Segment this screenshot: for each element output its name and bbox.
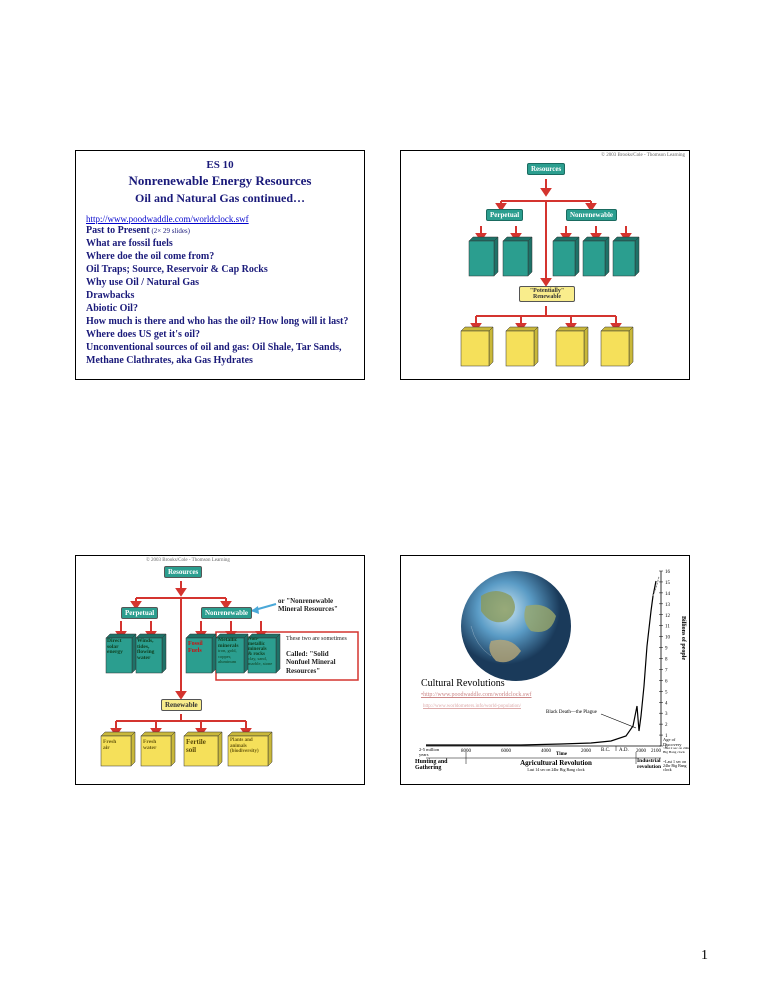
svg-text:14: 14 [665,592,671,597]
slide-subtitle: Oil and Natural Gas continued… [86,191,354,206]
svg-text:6: 6 [665,679,668,684]
perpetual-label: Perpetual [121,607,158,619]
perpetual-label: Perpetual [486,209,523,221]
note-nonrenewable: or "Nonrenewable Mineral Resources" [278,598,348,613]
svg-text:10: 10 [665,636,671,641]
svg-text:2000: 2000 [581,749,592,754]
svg-text:9: 9 [665,647,668,652]
note-solid-b: Called: "Solid Nonfuel Mineral Resources… [286,650,351,675]
svg-text:2: 2 [665,723,668,728]
slide-4: 012345678910111213141516 800060004000200… [400,555,690,785]
line1a: Past to Present [86,225,150,236]
slide-2: © 2003 Brooks/Cole - Thomson Learning [400,150,690,380]
svg-text:4000: 4000 [541,749,552,754]
nonrenewable-label: Nonrenewable [566,209,617,221]
svg-text:11: 11 [665,625,670,630]
svg-text:15: 15 [665,581,671,586]
line1b: (2× 29 slides) [150,227,190,235]
svg-text:13: 13 [665,603,671,608]
ad-label: A.D. [619,748,629,753]
nr-nonmetallic: Non-metallicminerals& rocksclay, sand,ma… [248,637,278,667]
outline-item: How much is there and who has the oil? H… [86,315,354,328]
ren-water: Freshwater [143,739,169,751]
y-axis-label: Billions of people [680,616,686,660]
svg-text:12: 12 [665,614,671,619]
svg-text:7: 7 [665,668,668,673]
svg-text:8: 8 [665,658,668,663]
outline-item: Abiotic Oil? [86,302,354,315]
perp1: Directsolarenergy [107,639,133,656]
cultural-revolutions-title: Cultural Revolutions [421,678,505,689]
svg-text:6000: 6000 [501,749,512,754]
agri-label: Agricultural Revolution Last 14 sec on 2… [496,759,616,772]
link[interactable]: http://www.poodwaddle.com/worldclock.swf [86,214,354,224]
black-death-label: Black Death—the Plague [546,710,597,715]
nr-fossil: FossilFuels [188,641,214,654]
link1[interactable]: •http://www.poodwaddle.com/worldclock.sw… [421,692,532,698]
outline-item: Where does US get it's oil? [86,328,354,341]
svg-text:3: 3 [665,712,668,717]
copyright-text: © 2003 Brooks/Cole - Thomson Learning [601,153,685,158]
outline-item: What are fossil fuels [86,237,354,250]
copyright-text: © 2003 Brooks/Cole - Thomson Learning [146,558,230,563]
ren-air: Freshair [103,739,129,751]
ren-bio: Plants andanimals(biodiversity) [230,738,266,755]
resources-label: Resources [164,566,202,578]
slide-1: ES 10 Nonrenewable Energy Resources Oil … [75,150,365,380]
outline-item: Unconventional sources of oil and gas: O… [86,341,354,367]
resources-label: Resources [527,163,565,175]
hunting-label: Hunting and Gathering [415,759,463,771]
bc-label: B.C. [601,748,610,753]
slide-title: Nonrenewable Energy Resources [86,173,354,189]
slide-3: © 2003 Brooks/Cole - Thomson Learning [75,555,365,785]
outline-item: Oil Traps; Source, Reservoir & Cap Rocks [86,263,354,276]
link2[interactable]: http://www.worldometers.info/world-popul… [423,704,521,709]
svg-text:2000: 2000 [636,749,647,754]
potentially-label: "Potentially" Renewable [519,286,575,302]
svg-text:5: 5 [665,690,668,695]
x-axis-label: Time [556,752,567,757]
outline-item: Where doe the oil come from? [86,250,354,263]
outline-item: Why use Oil / Natural Gas [86,276,354,289]
course-code: ES 10 [86,159,354,171]
svg-text:16: 16 [665,570,671,575]
renewable-label: Renewable [161,699,202,711]
outline-item: Drawbacks [86,289,354,302]
page-number: 1 [701,948,708,964]
perp2: Winds,tides,flowingwater [137,639,163,661]
nonrenewable-label: Nonrenewable [201,607,252,619]
discovery: Age of Discovery ~last 2 sec on 24hr Big… [663,738,691,754]
xstart-label: 2-5 million years [419,748,449,757]
ind-sub: ~Last 1 sec on 24hr Big Bang clock [663,760,691,772]
ren-soil: Fertilesoil [186,739,216,754]
nr-metallic: Metallicmineralsiron, gold,copper,alumin… [218,638,246,666]
resource-tree-svg [401,151,691,381]
note-solid-a: These two are sometimes [286,636,351,643]
past-present: Past to Present (2× 29 slides) [86,224,354,237]
svg-text:4: 4 [665,701,668,706]
svg-text:2100: 2100 [651,749,662,754]
